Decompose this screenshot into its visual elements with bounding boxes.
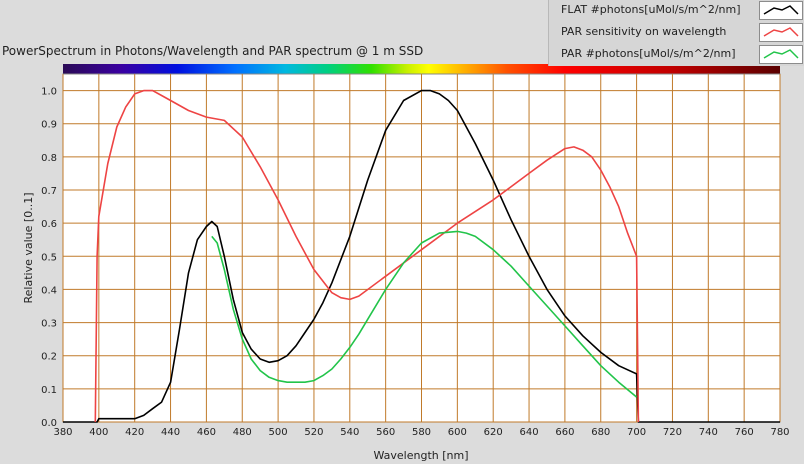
x-tick-label: 620 xyxy=(484,427,503,438)
legend-item-flat-photons: FLAT #photons[uMol/s/m^2/nm] xyxy=(549,0,804,22)
legend-swatch-line xyxy=(763,5,799,15)
legend-swatch-line xyxy=(763,27,799,37)
x-tick-label: 600 xyxy=(448,427,467,438)
legend: FLAT #photons[uMol/s/m^2/nm] PAR sensiti… xyxy=(548,0,804,66)
y-axis-label: Relative value [0..1] xyxy=(22,193,35,304)
x-tick-label: 480 xyxy=(233,427,252,438)
y-tick-label: 0.0 xyxy=(41,418,57,429)
x-tick-label: 700 xyxy=(627,427,646,438)
y-tick-label: 0.8 xyxy=(41,153,57,164)
x-tick-label: 580 xyxy=(412,427,431,438)
x-tick-label: 780 xyxy=(770,427,789,438)
x-tick-label: 500 xyxy=(269,427,288,438)
y-tick-label: 1.0 xyxy=(41,87,57,98)
x-tick-label: 420 xyxy=(125,427,144,438)
series-line-par-photons xyxy=(211,230,638,398)
y-tick-label: 0.3 xyxy=(41,319,57,330)
x-tick-label: 400 xyxy=(89,427,108,438)
x-tick-label: 520 xyxy=(304,427,323,438)
series-line-par-sensitivity xyxy=(94,89,640,423)
x-axis-label: Wavelength [nm] xyxy=(373,449,468,462)
x-tick-label: 440 xyxy=(161,427,180,438)
legend-item-par-photons: PAR #photons[uMol/s/m^2/nm] xyxy=(549,44,804,66)
legend-swatch-line-icon xyxy=(759,23,803,42)
x-tick-label: 660 xyxy=(555,427,574,438)
legend-swatch-line xyxy=(763,49,799,59)
legend-label: PAR sensitivity on wavelength xyxy=(561,25,727,38)
y-tick-label: 0.4 xyxy=(41,285,57,296)
legend-swatch-line-icon xyxy=(759,45,803,64)
y-tick-label: 0.5 xyxy=(41,252,57,263)
legend-label: PAR #photons[uMol/s/m^2/nm] xyxy=(561,47,736,60)
x-tick-label: 540 xyxy=(340,427,359,438)
legend-label: FLAT #photons[uMol/s/m^2/nm] xyxy=(561,3,741,16)
x-tick-label: 460 xyxy=(197,427,216,438)
legend-item-par-sensitivity: PAR sensitivity on wavelength xyxy=(549,22,804,44)
x-tick-label: 680 xyxy=(591,427,610,438)
y-tick-label: 0.7 xyxy=(41,186,57,197)
y-tick-label: 0.2 xyxy=(41,352,57,363)
x-tick-label: 640 xyxy=(520,427,539,438)
legend-swatch-line-icon xyxy=(759,1,803,20)
x-tick-label: 560 xyxy=(376,427,395,438)
x-tick-label: 740 xyxy=(699,427,718,438)
chart-title: PowerSpectrum in Photons/Wavelength and … xyxy=(2,44,424,58)
y-tick-label: 0.9 xyxy=(41,120,57,131)
series-line-flat-photons xyxy=(63,89,780,423)
x-tick-label: 760 xyxy=(735,427,754,438)
y-tick-label: 0.1 xyxy=(41,385,57,396)
x-tick-label: 380 xyxy=(53,427,72,438)
x-tick-label: 720 xyxy=(663,427,682,438)
spectrum-bar xyxy=(63,64,780,74)
y-tick-label: 0.6 xyxy=(41,219,57,230)
